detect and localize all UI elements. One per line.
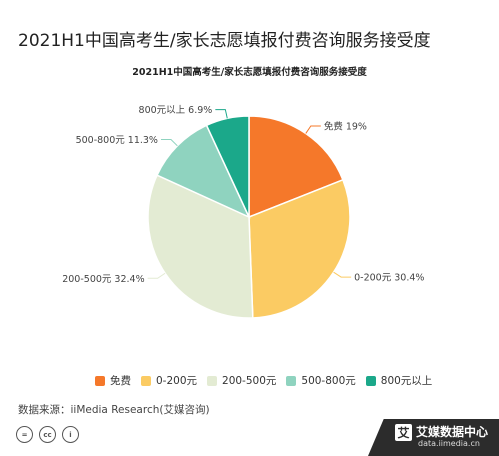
leader-line-200-500 xyxy=(147,272,166,279)
license-icons: = cc i xyxy=(16,426,85,443)
pie-slice-500-800 xyxy=(156,124,251,219)
legend-item-free: 免费 xyxy=(95,373,131,388)
chart-legend: 免费 0-200元 200-500元 500-800元 800元以上 xyxy=(95,373,442,388)
pie-slice-0-200 xyxy=(248,178,351,319)
leader-line-800-plus xyxy=(215,109,228,119)
data-label-0-200: 0-200元 30.4% xyxy=(354,273,424,284)
legend-item-800-plus: 800元以上 xyxy=(365,373,433,388)
brand-name: 艾媒数据中心 xyxy=(416,425,489,439)
legend-label-free: 免费 xyxy=(110,375,131,387)
legend-swatch-800-plus xyxy=(365,375,376,386)
data-label-200-500: 200-500元 32.4% xyxy=(62,274,144,285)
legend-label-0-200: 0-200元 xyxy=(156,375,198,387)
legend-swatch-200-500 xyxy=(207,375,218,386)
data-label-500-800: 500-800元 11.3% xyxy=(76,135,158,146)
page-title: 2021H1中国高考生/家长志愿填报付费咨询服务接受度 xyxy=(18,31,431,51)
pie-slice-free xyxy=(248,115,344,219)
legend-item-0-200: 0-200元 xyxy=(141,373,197,388)
leader-line-500-800 xyxy=(160,138,178,147)
pie-chart: 免费 19% 0-200元 30.4% 200-500元 32.4% 500-800元… xyxy=(62,105,424,319)
brand-banner xyxy=(368,419,499,456)
leader-line-0-200 xyxy=(333,271,352,278)
data-label-free: 免费 19% xyxy=(324,121,367,133)
legend-label-200-500: 200-500元 xyxy=(222,375,277,387)
brand-logo-icon: 艾 xyxy=(395,424,412,441)
attribution-icon: i xyxy=(62,426,79,443)
legend-swatch-0-200 xyxy=(141,375,151,386)
legend-item-500-800: 500-800元 xyxy=(286,373,356,388)
data-source: 数据来源：iiMedia Research(艾媒咨询) xyxy=(18,404,210,416)
no-derivatives-icon: = xyxy=(16,426,33,443)
legend-label-800-plus: 800元以上 xyxy=(380,375,433,387)
legend-swatch-free xyxy=(95,375,105,386)
creative-commons-icon: cc xyxy=(39,426,56,443)
legend-label-500-800: 500-800元 xyxy=(301,375,356,387)
brand-url: data.iimedia.cn xyxy=(418,439,480,448)
pie-slice-200-500 xyxy=(147,174,254,319)
legend-item-200-500: 200-500元 xyxy=(207,373,276,388)
data-label-800-plus: 800元以上 6.9% xyxy=(139,105,213,116)
chart-title: 2021H1中国高考生/家长志愿填报付费咨询服务接受度 xyxy=(132,67,367,78)
leader-line-free xyxy=(305,125,321,134)
legend-swatch-500-800 xyxy=(286,375,297,386)
